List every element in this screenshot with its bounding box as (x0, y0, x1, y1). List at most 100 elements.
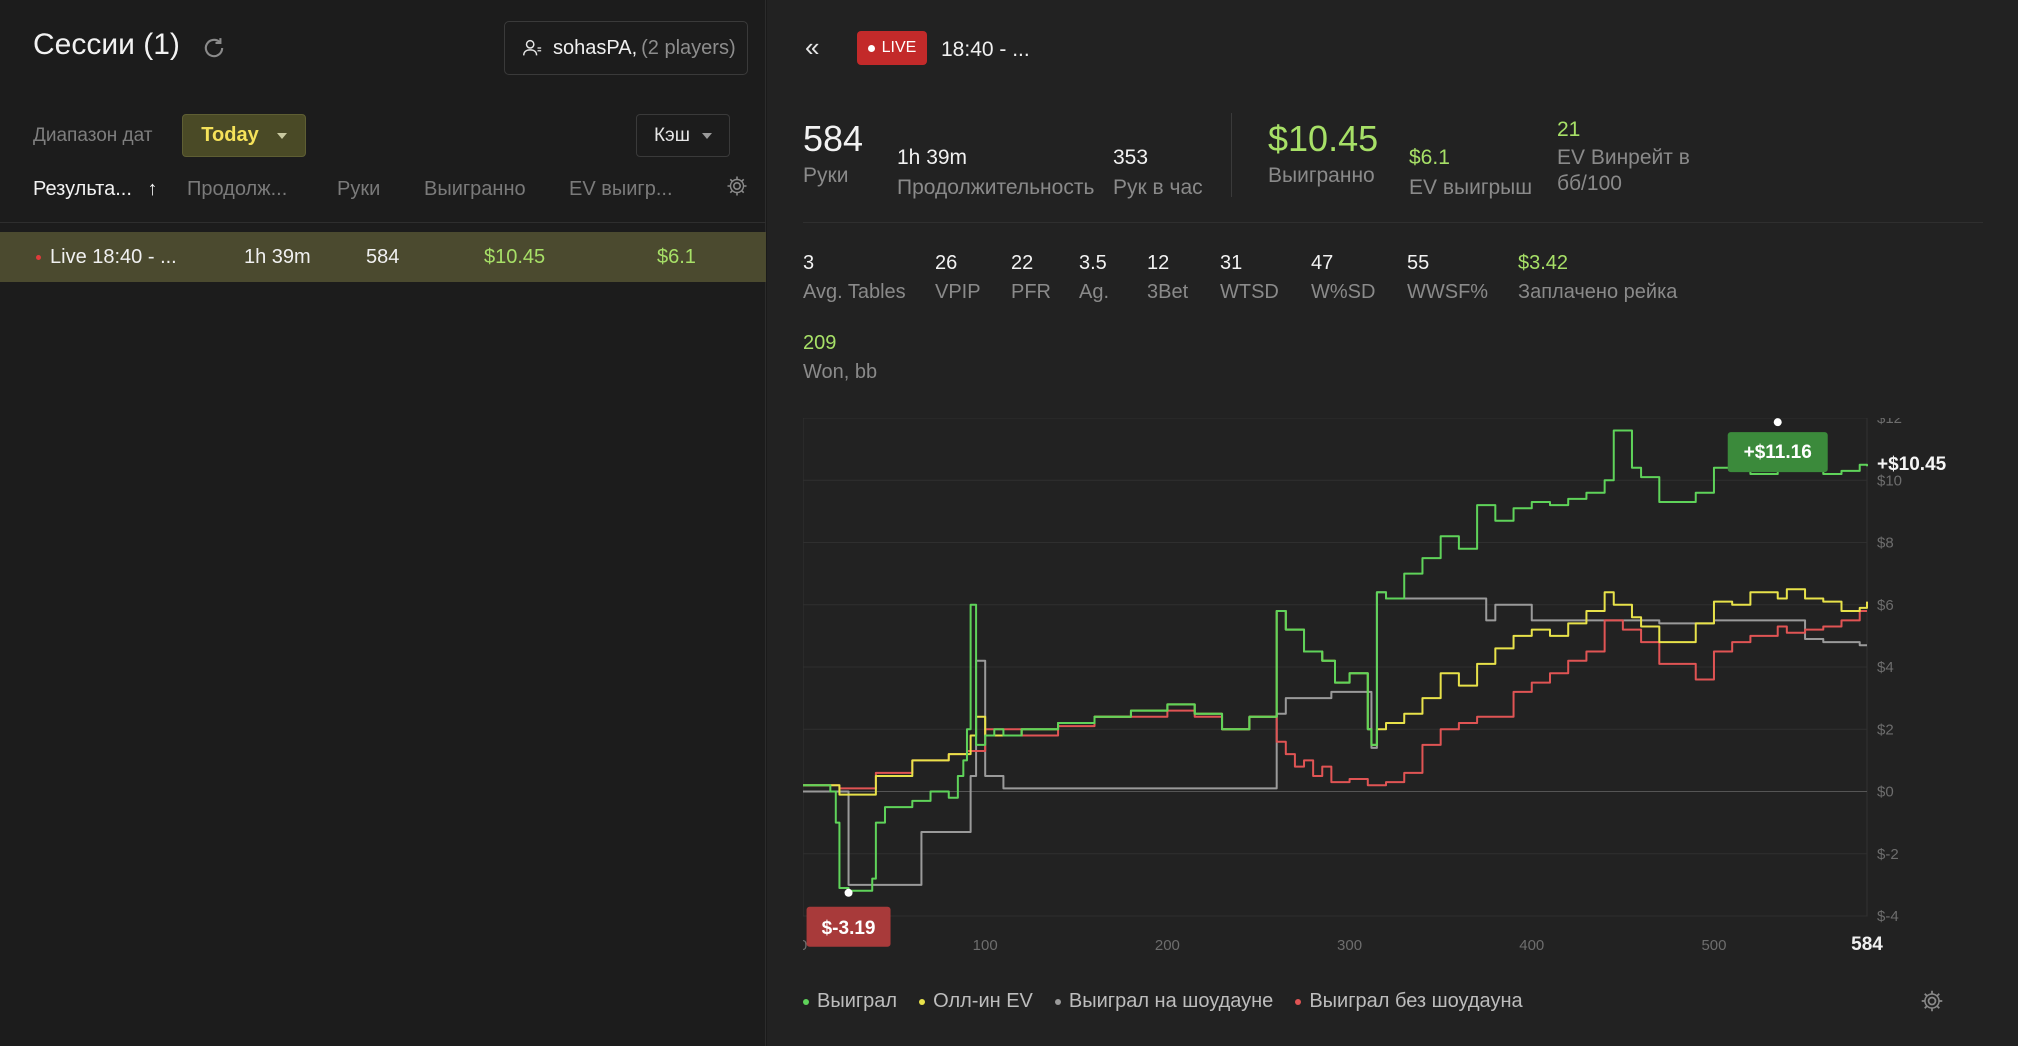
legend-label: Выиграл на шоудауне (1068, 990, 1274, 1012)
y-tick-label: $2 (1877, 721, 1894, 738)
x-tick-label: 584 (1851, 934, 1883, 955)
stats-divider (1231, 113, 1232, 197)
stat-hands: 584 Руки (803, 118, 863, 188)
y-tick-label: $4 (1877, 659, 1894, 676)
sessions-table-header: Результа... ↑ Продолж... Руки Выигранно … (0, 178, 766, 208)
stat-label: Рук в час (1113, 176, 1203, 199)
stat-value: 55 (1407, 252, 1430, 274)
stat-label: WTSD (1220, 281, 1279, 303)
stat-ev-winrate: 21 EV Винрейт в бб/100 (1557, 118, 1690, 196)
gear-icon[interactable] (725, 174, 749, 198)
legend-item-showdown[interactable]: Выиграл на шоудауне (1054, 990, 1274, 1013)
x-tick-label: 200 (1155, 937, 1180, 954)
sessions-title: Сессии (1) (33, 28, 180, 61)
stat-ev-won: $6.1 EV выигрыш (1409, 146, 1532, 200)
stat-avg-tables: 3 Avg. Tables (803, 252, 906, 304)
column-ev-won[interactable]: EV выигр... (569, 178, 673, 200)
column-hands[interactable]: Руки (337, 178, 381, 200)
stat-3bet: 12 3Bet (1147, 252, 1188, 304)
y-tick-label: $6 (1877, 597, 1894, 614)
column-label: Результа... (33, 178, 132, 200)
max-value-label: +$11.16 (1744, 442, 1812, 463)
legend-item-no-showdown[interactable]: Выиграл без шоудауна (1295, 990, 1523, 1013)
table-row[interactable]: Live 18:40 - ... 1h 39m 584 $10.45 $6.1 (0, 232, 766, 282)
row-duration: 1h 39m (244, 246, 311, 268)
stat-label: 3Bet (1147, 281, 1189, 303)
x-tick-label: 400 (1519, 937, 1544, 954)
stat-label-unit: бб/100 (1557, 172, 1622, 195)
series-line-no-showdown (803, 609, 1867, 790)
stat-value: 3 (803, 252, 815, 274)
stat-ag-: 3.5 Ag. (1079, 252, 1109, 304)
series-line-won (803, 429, 1868, 892)
stat-won-bb: 209 Won, bb (803, 332, 877, 384)
header-divider (0, 222, 766, 223)
legend-dot-icon (919, 998, 926, 1005)
legend-item-allin-ev[interactable]: Олл-ин EV (919, 990, 1033, 1013)
stat-заплачено-рейка: $3.42 Заплачено рейка (1518, 252, 1677, 304)
y-tick-label: $12 (1877, 418, 1902, 427)
gear-icon[interactable] (1919, 988, 1945, 1014)
stat-value: 584 (803, 118, 864, 159)
row-session-name: Live 18:40 - ... (50, 246, 177, 268)
date-range-dropdown[interactable]: Today (182, 114, 306, 157)
player-selector-button[interactable]: sohasPA, (2 players) (504, 21, 748, 75)
live-label: LIVE (881, 39, 917, 56)
collapse-button[interactable]: « (805, 32, 820, 62)
stat-value: $10.45 (1268, 118, 1379, 159)
x-tick-label: 300 (1337, 937, 1362, 954)
live-dot-icon (867, 44, 875, 52)
player-name: sohasPA, (553, 36, 638, 59)
chart-legend: Выиграл Олл-ин EV Выиграл на шоудауне Вы… (803, 990, 1523, 1013)
stat-value: 31 (1220, 252, 1243, 274)
stat-value: 1h 39m (897, 146, 968, 169)
stat-value: 209 (803, 332, 837, 354)
stat-label: EV выигрыш (1409, 176, 1533, 199)
stat-label: Won, bb (803, 361, 878, 383)
stat-value: 47 (1311, 252, 1334, 274)
stat-pfr: 22 PFR (1011, 252, 1051, 304)
stat-value: 22 (1011, 252, 1034, 274)
min-value-badge (806, 906, 891, 947)
stat-label: Выигранно (1268, 164, 1375, 187)
stat-won: $10.45 Выигранно (1268, 118, 1378, 188)
date-range-value: Today (201, 124, 259, 146)
stat-label: Продолжительность (897, 176, 1095, 199)
x-tick-label: 100 (973, 937, 998, 954)
min-value-label: $-3.19 (822, 918, 876, 939)
max-point-marker (1773, 418, 1782, 427)
y-tick-label: $-4 (1877, 908, 1899, 925)
column-result[interactable]: Результа... ↑ (33, 178, 157, 201)
row-hands: 584 (366, 246, 400, 268)
stat-wwsf-: 55 WWSF% (1407, 252, 1488, 304)
bankroll-chart[interactable]: $12 $10 $8 $6 $4 $2 $0 $-2 $-4 0 100 200 300 400 500 58… (803, 418, 1953, 958)
column-duration[interactable]: Продолж... (187, 178, 288, 200)
stat-value: 3.5 (1079, 252, 1107, 274)
stat-duration: 1h 39m Продолжительность (897, 146, 1094, 200)
stat-label: WWSF% (1407, 281, 1489, 303)
players-icon (523, 39, 542, 56)
stat-value: $3.42 (1518, 252, 1569, 274)
live-badge: LIVE (857, 31, 927, 65)
sort-arrow-icon: ↑ (147, 178, 158, 200)
column-won[interactable]: Выигранно (424, 178, 526, 200)
refresh-icon[interactable] (200, 34, 228, 62)
legend-dot-icon (1295, 998, 1302, 1005)
stat-hands-per-hour: 353 Рук в час (1113, 146, 1203, 200)
legend-item-won[interactable]: Выиграл (803, 990, 897, 1013)
max-value-badge (1727, 432, 1828, 473)
stat-label: W%SD (1311, 281, 1376, 303)
stat-label: Ag. (1079, 281, 1110, 303)
y-tick-label: $8 (1877, 535, 1894, 552)
x-tick-label: 0 (803, 937, 807, 954)
stat-label: Заплачено рейка (1518, 281, 1678, 303)
date-range-label: Диапазон дат (33, 125, 153, 146)
row-ev-won: $6.1 (657, 246, 696, 268)
stat-label: VPIP (935, 281, 981, 303)
stat-value: 12 (1147, 252, 1170, 274)
game-type-dropdown[interactable]: Кэш (636, 114, 730, 157)
stat-value: 26 (935, 252, 958, 274)
live-dot-icon (36, 255, 41, 260)
stat-vpip: 26 VPIP (935, 252, 981, 304)
stat-label: Avg. Tables (803, 281, 906, 303)
